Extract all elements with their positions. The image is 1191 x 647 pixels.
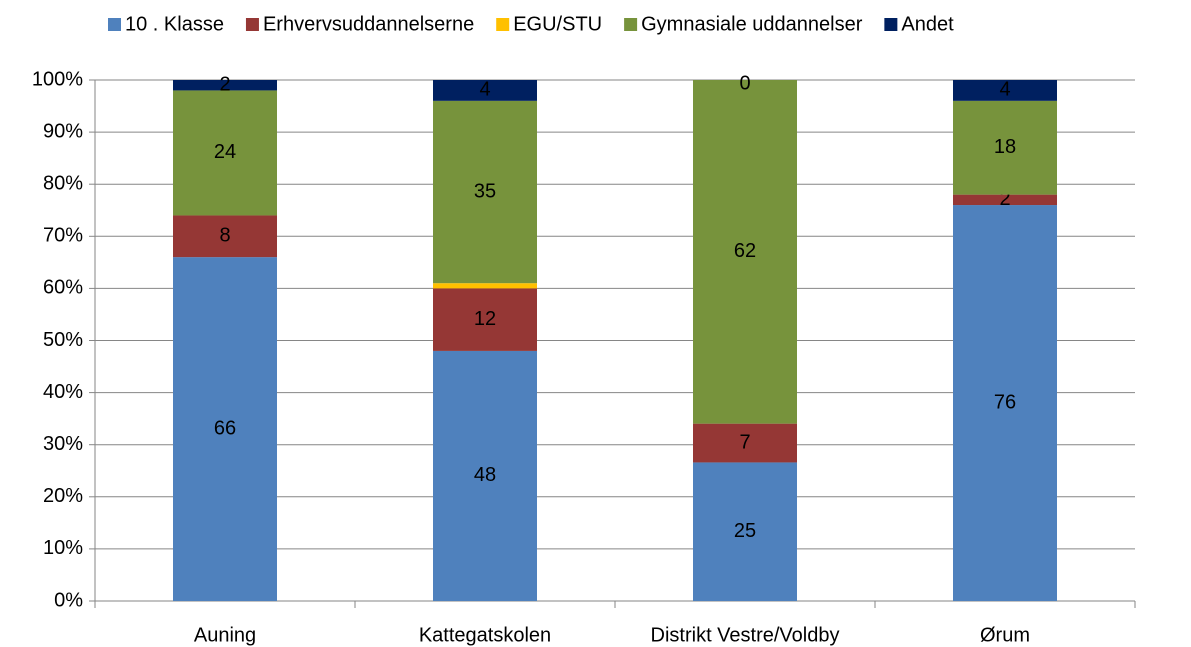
y-tick-label: 40% [43, 381, 83, 403]
legend-swatch [496, 18, 510, 31]
data-label: 25 [734, 520, 756, 542]
data-label: 4 [479, 79, 490, 101]
bar-segment [953, 80, 1057, 101]
data-label: 0 [739, 72, 750, 94]
data-label: 35 [474, 180, 496, 202]
y-tick-label: 100% [32, 68, 83, 90]
legend-swatch [884, 18, 898, 31]
bar-segment [693, 423, 797, 463]
legend-label: Erhvervsuddannelserne [263, 13, 474, 35]
data-label: 18 [994, 136, 1016, 158]
bar-segment [433, 283, 537, 289]
y-tick-label: 0% [54, 589, 83, 611]
y-tick-label: 50% [43, 329, 83, 351]
y-tick-label: 70% [43, 225, 83, 247]
bar-segment [433, 80, 537, 101]
bar-segment [173, 257, 277, 601]
bar-segment [953, 205, 1057, 602]
y-tick-label: 80% [43, 172, 83, 194]
bar-segment [433, 350, 537, 601]
x-tick-label: Auning [194, 624, 256, 646]
data-label: 7 [739, 431, 750, 453]
legend-label: Gymnasiale uddannelser [641, 13, 863, 35]
y-tick-label: 20% [43, 485, 83, 507]
y-tick-label: 10% [43, 537, 83, 559]
data-label: 12 [474, 308, 496, 330]
legend-label: Andet [901, 13, 954, 35]
bar-segment [173, 80, 277, 91]
bar-segment [433, 100, 537, 284]
data-label: 2 [219, 73, 230, 95]
data-label: 24 [214, 141, 236, 163]
y-tick-label: 60% [43, 277, 83, 299]
legend-label: EGU/STU [513, 13, 602, 35]
data-label: 8 [219, 225, 230, 247]
x-tick-label: Ørum [980, 624, 1030, 646]
y-tick-label: 30% [43, 433, 83, 455]
data-label: 48 [474, 464, 496, 486]
legend-swatch [245, 18, 259, 31]
bar-segment [173, 215, 277, 258]
bar-segment [953, 100, 1057, 195]
bar-segment [693, 462, 797, 601]
data-label: 76 [994, 391, 1016, 413]
legend-swatch [108, 18, 121, 31]
data-label: 66 [214, 417, 236, 439]
bar-segment [693, 80, 797, 424]
y-tick-label: 90% [43, 120, 83, 142]
bar-segment [953, 194, 1057, 206]
legend-swatch [624, 18, 638, 31]
x-tick-label: Distrikt Vestre/Voldby [651, 624, 840, 646]
data-label: 4 [999, 79, 1010, 101]
data-label: 2 [999, 188, 1010, 210]
bar-segment [433, 288, 537, 351]
bar-segment [173, 90, 277, 216]
data-label: 62 [734, 240, 756, 262]
legend-label: 10 . Klasse [125, 13, 224, 35]
x-tick-label: Kattegatskolen [419, 624, 551, 646]
